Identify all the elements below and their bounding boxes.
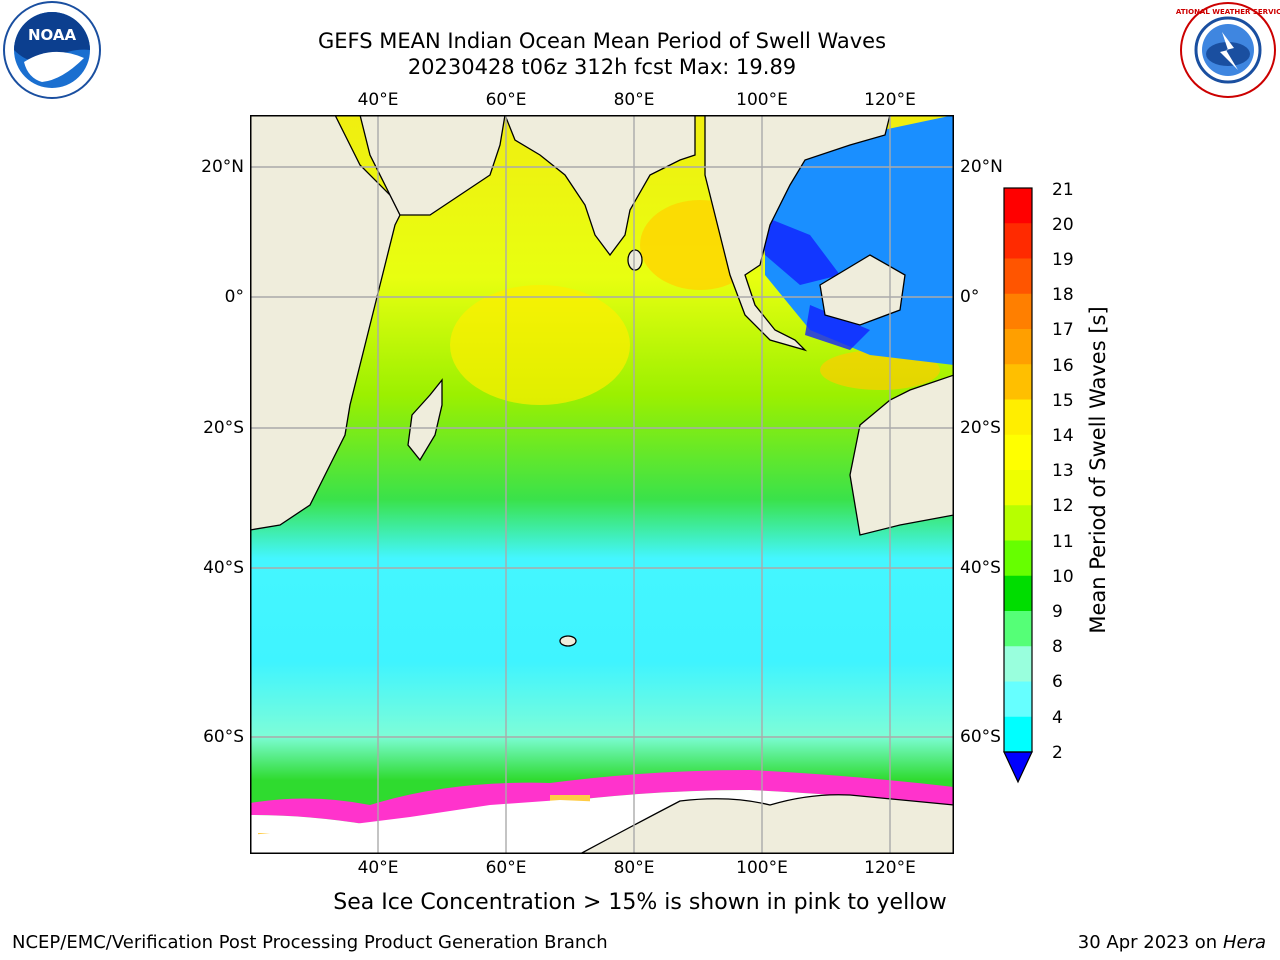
footer-host: Hera bbox=[1222, 932, 1266, 953]
colorbar-tick: 19 bbox=[1052, 250, 1074, 270]
svg-text:NATIONAL WEATHER SERVICE: NATIONAL WEATHER SERVICE bbox=[1176, 8, 1280, 16]
colorbar-tick: 8 bbox=[1052, 637, 1063, 657]
deep-blue-patch bbox=[760, 215, 840, 285]
lon-tick-top: 80°E bbox=[613, 90, 655, 110]
lat-tick-left: 0° bbox=[224, 287, 244, 307]
lon-tick-bottom: 120°E bbox=[864, 858, 916, 878]
colorbar-tick: 4 bbox=[1052, 708, 1063, 728]
colorbar-band bbox=[1004, 575, 1032, 612]
colorbar-band bbox=[1004, 258, 1032, 295]
colorbar-band bbox=[1004, 364, 1032, 400]
colorbar-tick: 14 bbox=[1052, 426, 1074, 446]
lon-tick-bottom: 100°E bbox=[736, 858, 788, 878]
land-se-asia bbox=[704, 115, 891, 352]
colorbar-band bbox=[1004, 470, 1032, 506]
colorbar-band bbox=[1004, 505, 1032, 541]
lon-tick-top: 40°E bbox=[357, 90, 399, 110]
nws-logo: NATIONAL WEATHER SERVICE bbox=[1170, 0, 1280, 100]
lat-tick-right: 40°S bbox=[960, 558, 1001, 578]
colorbar-tick: 2 bbox=[1052, 743, 1063, 763]
lon-tick-bottom: 60°E bbox=[485, 858, 527, 878]
lat-tick-right: 20°S bbox=[960, 418, 1001, 438]
colorbar-band bbox=[1004, 646, 1032, 682]
footer-date-text: 30 Apr 2023 on bbox=[1077, 932, 1223, 953]
lon-tick-top: 60°E bbox=[485, 90, 527, 110]
colorbar-tick: 17 bbox=[1052, 320, 1074, 340]
lat-tick-right: 60°S bbox=[960, 727, 1001, 747]
sea-ice-note-text: Sea Ice Concentration > 15% is shown in … bbox=[333, 890, 947, 915]
colorbar-tick: 20 bbox=[1052, 215, 1074, 235]
lat-tick-left: 20°N bbox=[201, 157, 244, 177]
map-frame bbox=[250, 115, 954, 854]
colorbar bbox=[1003, 187, 1033, 784]
land-arabia bbox=[359, 115, 506, 216]
colorbar-tick: 13 bbox=[1052, 461, 1074, 481]
colorbar-band bbox=[1004, 329, 1032, 365]
lon-tick-top: 120°E bbox=[864, 90, 916, 110]
chart-subtitle: 20230428 t06z 312h fcst Max: 19.89 bbox=[407, 55, 797, 79]
lat-tick-right: 0° bbox=[960, 287, 980, 307]
lon-tick-bottom: 80°E bbox=[613, 858, 655, 878]
land-kerguelen bbox=[559, 635, 577, 647]
land-antarctica bbox=[250, 800, 650, 854]
colorbar-tick: 16 bbox=[1052, 356, 1074, 376]
map-plot bbox=[250, 115, 954, 854]
noaa-logo-icon: NOAA bbox=[3, 1, 101, 99]
land-madagascar bbox=[407, 378, 443, 462]
colorbar-band bbox=[1004, 716, 1032, 753]
colorbar-band bbox=[1004, 399, 1032, 436]
lat-tick-left: 60°S bbox=[203, 727, 244, 747]
scs-blue-field bbox=[765, 115, 954, 365]
warm-patch bbox=[820, 350, 940, 390]
gridlines bbox=[250, 115, 954, 854]
land-australia bbox=[849, 374, 954, 536]
colorbar-band bbox=[1004, 293, 1032, 330]
lon-tick-top: 100°E bbox=[736, 90, 788, 110]
land-borneo bbox=[819, 254, 906, 326]
colorbar-tick: 6 bbox=[1052, 672, 1063, 692]
sea-ice-note: Sea Ice Concentration > 15% is shown in … bbox=[0, 890, 1280, 915]
land-sri-lanka bbox=[627, 249, 643, 271]
colorbar-band bbox=[1004, 540, 1032, 577]
colorbar-tick: 18 bbox=[1052, 285, 1074, 305]
sea-ice-edge bbox=[250, 770, 954, 825]
noaa-logo: NOAA bbox=[2, 0, 102, 100]
colorbar-tick: 10 bbox=[1052, 567, 1074, 587]
land-antarctica bbox=[579, 794, 954, 854]
footer-date: 30 Apr 2023 on Hera bbox=[1078, 932, 1266, 953]
lat-tick-left: 20°S bbox=[203, 418, 244, 438]
colorbar-tick: 11 bbox=[1052, 532, 1074, 552]
colorbar-title: Mean Period of Swell Waves [s] bbox=[1086, 306, 1110, 634]
lat-tick-left: 40°S bbox=[203, 558, 244, 578]
colorbar-band bbox=[1004, 223, 1032, 259]
colorbar-band bbox=[1004, 188, 1032, 224]
colorbar-frame bbox=[1003, 187, 1033, 753]
colorbar-tick: 12 bbox=[1052, 496, 1074, 516]
colorbar-band bbox=[1004, 611, 1032, 647]
colorbar-band bbox=[1004, 681, 1032, 718]
footer-credit: NCEP/EMC/Verification Post Processing Pr… bbox=[12, 932, 608, 953]
svg-text:NOAA: NOAA bbox=[28, 26, 77, 44]
colorbar-tick: 9 bbox=[1052, 602, 1063, 622]
land-africa bbox=[250, 115, 401, 531]
colorbar-band bbox=[1004, 434, 1032, 471]
land-india bbox=[504, 115, 696, 257]
colorbar-tick: 15 bbox=[1052, 391, 1074, 411]
deep-blue-patch bbox=[805, 305, 870, 350]
chart-title: GEFS MEAN Indian Ocean Mean Period of Sw… bbox=[317, 29, 887, 53]
colorbar-extend-arrow bbox=[1003, 751, 1033, 784]
lat-tick-right: 20°N bbox=[960, 157, 1003, 177]
colorbar-tick: 21 bbox=[1052, 180, 1074, 200]
warm-patch bbox=[450, 285, 630, 405]
lon-tick-bottom: 40°E bbox=[357, 858, 399, 878]
nws-logo-icon: NATIONAL WEATHER SERVICE bbox=[1170, 2, 1280, 98]
